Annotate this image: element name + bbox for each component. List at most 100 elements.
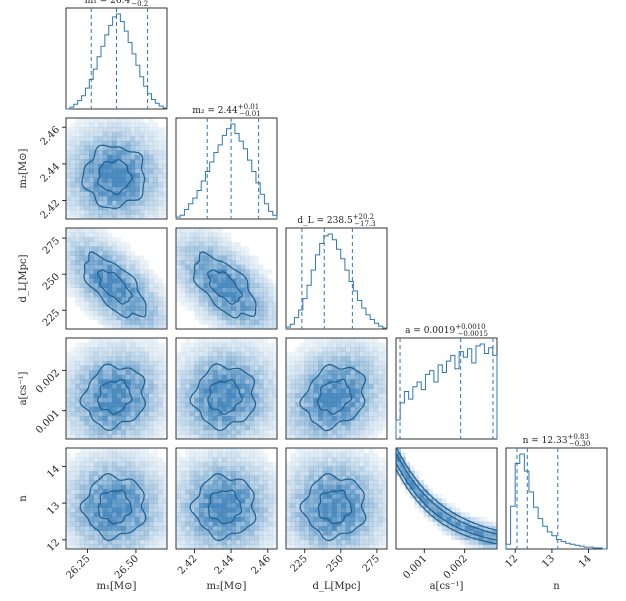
density-cell <box>313 342 319 348</box>
density-cell <box>304 544 310 549</box>
density-cell <box>336 342 342 348</box>
density-cell <box>66 186 71 192</box>
density-cell <box>359 470 365 476</box>
density-cell <box>84 402 90 408</box>
density-cell <box>226 448 232 453</box>
density-cell <box>441 503 447 508</box>
density-cell <box>217 539 223 545</box>
density-cell <box>221 296 227 302</box>
density-cell <box>116 461 122 467</box>
density-cell <box>185 342 191 348</box>
density-cell <box>194 383 200 389</box>
density-cell <box>102 356 108 362</box>
density-cell <box>336 489 342 495</box>
density-cell <box>70 186 76 192</box>
density-cell <box>139 420 145 426</box>
density-cell <box>208 310 214 316</box>
density-cell <box>111 173 117 178</box>
density-cell <box>153 475 159 481</box>
density-cell <box>327 434 333 439</box>
density-cell <box>244 526 250 531</box>
density-cell <box>70 397 76 403</box>
density-cell <box>203 498 209 504</box>
density-cell <box>189 489 195 495</box>
density-cell <box>368 466 374 472</box>
density-cell <box>203 452 209 458</box>
density-cell <box>139 269 145 275</box>
density-cell <box>121 182 126 188</box>
density-cell <box>240 429 246 435</box>
density-cell <box>345 461 351 467</box>
density-cell <box>244 493 250 499</box>
density-cell <box>148 379 154 385</box>
density-cell <box>148 196 154 201</box>
density-cell <box>327 397 333 403</box>
density-cell <box>66 461 71 467</box>
density-cell <box>153 319 159 325</box>
density-cell <box>240 301 246 307</box>
density-cell <box>272 315 277 321</box>
density-cell <box>70 374 76 380</box>
density-cell <box>263 507 269 513</box>
density-cell <box>235 393 241 398</box>
density-cell <box>116 425 122 431</box>
density-cell <box>139 324 145 329</box>
density-cell <box>130 136 136 142</box>
density-layer <box>176 228 277 329</box>
density-cell <box>267 402 273 408</box>
density-cell <box>66 273 71 279</box>
density-cell <box>98 516 104 522</box>
density-cell <box>318 347 324 353</box>
density-cell <box>318 383 324 389</box>
density-cell <box>226 406 232 412</box>
density-cell <box>203 269 209 275</box>
density-cell <box>93 237 99 243</box>
density-cell <box>432 512 438 518</box>
density-cell <box>111 264 117 270</box>
density-cell <box>84 516 90 522</box>
density-cell <box>203 402 209 408</box>
density-cell <box>331 507 337 513</box>
density-cell <box>75 241 81 247</box>
density-cell <box>125 205 131 211</box>
density-cell <box>139 292 145 298</box>
density-cell <box>336 365 342 371</box>
density-cell <box>350 521 356 527</box>
density-cell <box>148 457 154 463</box>
density-cell <box>212 246 218 252</box>
density-cell <box>162 434 167 439</box>
density-cell <box>208 521 214 527</box>
density-cell <box>272 512 277 518</box>
density-cell <box>185 416 191 421</box>
density-cell <box>267 356 273 362</box>
density-cell <box>153 191 159 197</box>
density-cell <box>368 507 374 513</box>
density-cell <box>221 264 227 270</box>
density-cell <box>295 480 301 486</box>
density-cell <box>93 416 99 421</box>
density-cell <box>180 360 186 366</box>
density-cell <box>331 420 337 426</box>
density-cell <box>121 246 126 252</box>
density-cell <box>111 507 117 513</box>
density-cell <box>409 484 415 490</box>
density-cell <box>382 503 387 508</box>
density-cell <box>240 461 246 467</box>
density-cell <box>341 416 346 421</box>
density-cell <box>107 448 113 453</box>
density-cell <box>249 310 255 316</box>
density-cell <box>313 535 319 541</box>
density-cell <box>144 356 149 362</box>
density-cell <box>299 526 305 531</box>
density-cell <box>134 356 140 362</box>
density-layer <box>176 338 277 439</box>
density-cell <box>162 503 167 508</box>
density-cell <box>121 205 126 211</box>
density-cell <box>66 140 71 146</box>
x-tick-label-n: 14 <box>577 553 594 570</box>
density-cell <box>93 383 99 389</box>
density-cell <box>212 420 218 426</box>
density-cell <box>240 448 246 453</box>
density-cell <box>249 397 255 403</box>
density-cell <box>116 186 122 192</box>
